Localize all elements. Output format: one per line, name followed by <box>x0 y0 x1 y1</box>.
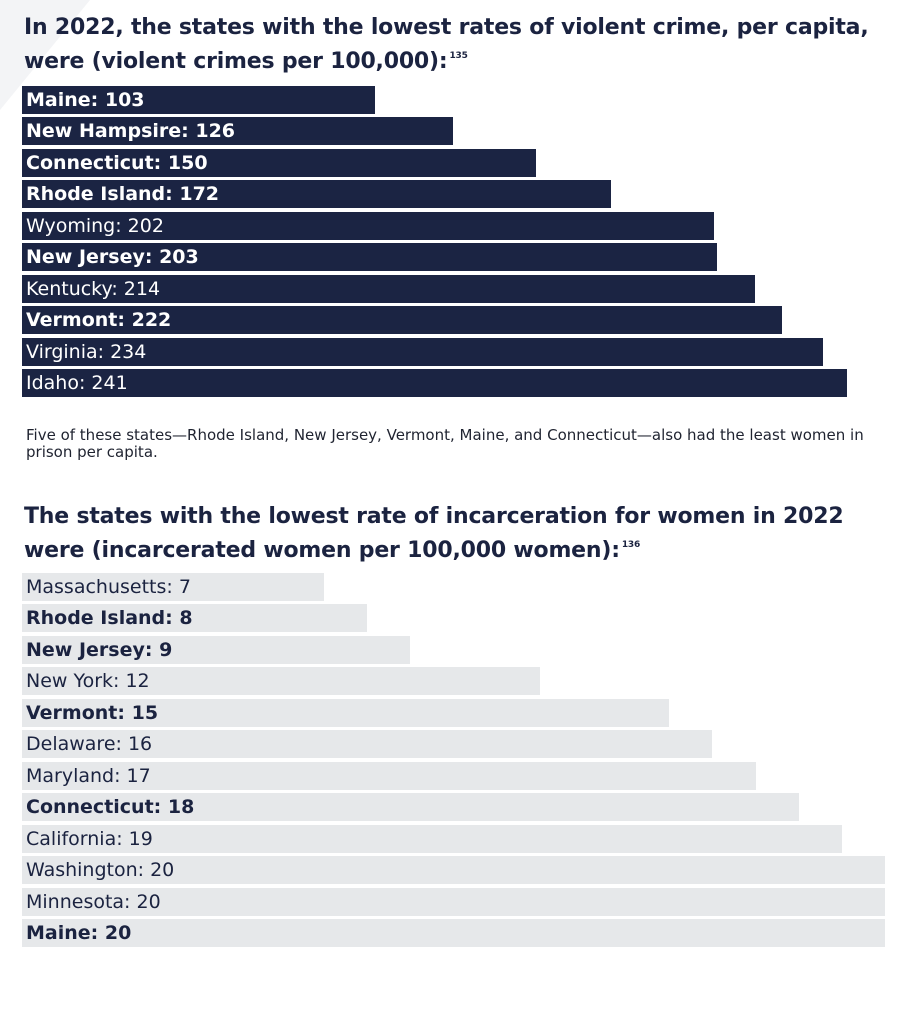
violent-crime-title-text: In 2022, the states with the lowest rate… <box>24 15 869 74</box>
violent-crime-bar-connecticut: Connecticut: 150 <box>22 149 536 177</box>
women-incarceration-bar-california: California: 19 <box>22 825 842 853</box>
women-incarceration-bar-minnesota: Minnesota: 20 <box>22 888 885 916</box>
violent-crime-bar-vermont: Vermont: 222 <box>22 306 782 334</box>
women-incarceration-chart-title: The states with the lowest rate of incar… <box>24 503 884 565</box>
violent-crime-bar-rhode-island: Rhode Island: 172 <box>22 180 611 208</box>
women-incarceration-bar-washington: Washington: 20 <box>22 856 885 884</box>
violent-crime-bar-idaho: Idaho: 241 <box>22 369 847 397</box>
violent-crime-bar-wyoming: Wyoming: 202 <box>22 212 714 240</box>
women-incarceration-bar-maine: Maine: 20 <box>22 919 885 947</box>
women-incarceration-bar-connecticut: Connecticut: 18 <box>22 793 799 821</box>
footnote-135: 135 <box>449 51 468 61</box>
summary-note: Five of these states—Rhode Island, New J… <box>26 426 864 461</box>
women-incarceration-bar-rhode-island: Rhode Island: 8 <box>22 604 367 632</box>
violent-crime-bar-virginia: Virginia: 234 <box>22 338 823 366</box>
violent-crime-bar-kentucky: Kentucky: 214 <box>22 275 755 303</box>
women-incarceration-bar-new-jersey: New Jersey: 9 <box>22 636 410 664</box>
women-incarceration-bar-maryland: Maryland: 17 <box>22 762 756 790</box>
violent-crime-chart-title: In 2022, the states with the lowest rate… <box>24 14 884 76</box>
violent-crime-bar-new-hampsire: New Hampsire: 126 <box>22 117 453 145</box>
violent-crime-bar-new-jersey: New Jersey: 203 <box>22 243 717 271</box>
women-incarceration-title-text: The states with the lowest rate of incar… <box>24 504 844 563</box>
women-incarceration-bar-vermont: Vermont: 15 <box>22 699 669 727</box>
footnote-136: 136 <box>621 540 641 550</box>
women-incarceration-bar-massachusetts: Massachusetts: 7 <box>22 573 324 601</box>
women-incarceration-bar-delaware: Delaware: 16 <box>22 730 712 758</box>
violent-crime-bar-maine: Maine: 103 <box>22 86 375 114</box>
women-incarceration-bar-new-york: New York: 12 <box>22 667 540 695</box>
